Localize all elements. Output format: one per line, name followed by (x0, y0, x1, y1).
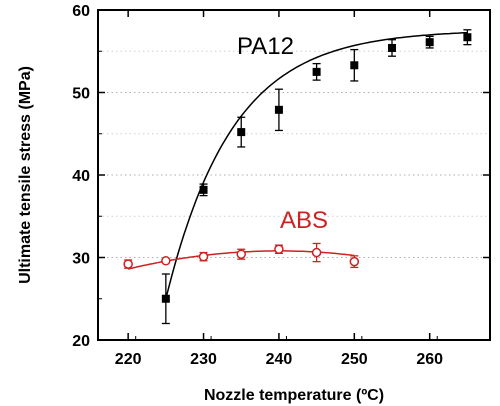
series-label-pa12: PA12 (237, 33, 294, 60)
data-point-pa12 (199, 185, 208, 194)
data-point-pa12 (425, 38, 434, 47)
series-label-abs: ABS (280, 207, 328, 234)
data-point-pa12 (161, 294, 170, 303)
data-point-pa12 (274, 105, 283, 114)
data-point-abs (161, 256, 171, 266)
data-point-abs (198, 251, 209, 262)
data-point-pa12 (350, 61, 359, 70)
x-tick-label-250: 250 (341, 351, 368, 368)
y-tick-label-20: 20 (72, 333, 90, 350)
data-point-pa12 (388, 43, 396, 52)
x-tick-label-240: 240 (266, 351, 293, 368)
data-point-abs (311, 247, 322, 258)
data-point-pa12 (237, 128, 246, 137)
axis-ticks: 220 230 240 250 260 20 30 40 50 60 (72, 3, 490, 368)
data-point-abs (349, 256, 360, 267)
data-point-pa12 (463, 33, 472, 42)
x-tick-label-230: 230 (190, 351, 217, 368)
y-tick-label-30: 30 (72, 251, 90, 268)
y-tick-label-60: 60 (72, 3, 90, 20)
data-point-pa12 (312, 67, 321, 76)
x-tick-label-260: 260 (416, 351, 443, 368)
data-point-abs (236, 249, 246, 259)
data-point-abs (274, 244, 284, 254)
data-point-abs (123, 259, 133, 269)
fit-curves (128, 31, 468, 299)
x-axis-title: Nozzle temperature (ºC) (204, 387, 384, 404)
x-tick-label-220: 220 (115, 351, 142, 368)
data-marks (123, 29, 472, 325)
fit-curve-pa12 (165, 31, 468, 299)
y-axis-title: Ultimate tensile stress (MPa) (17, 66, 34, 284)
y-tick-label-50: 50 (72, 86, 90, 103)
y-tick-label-40: 40 (72, 168, 90, 185)
